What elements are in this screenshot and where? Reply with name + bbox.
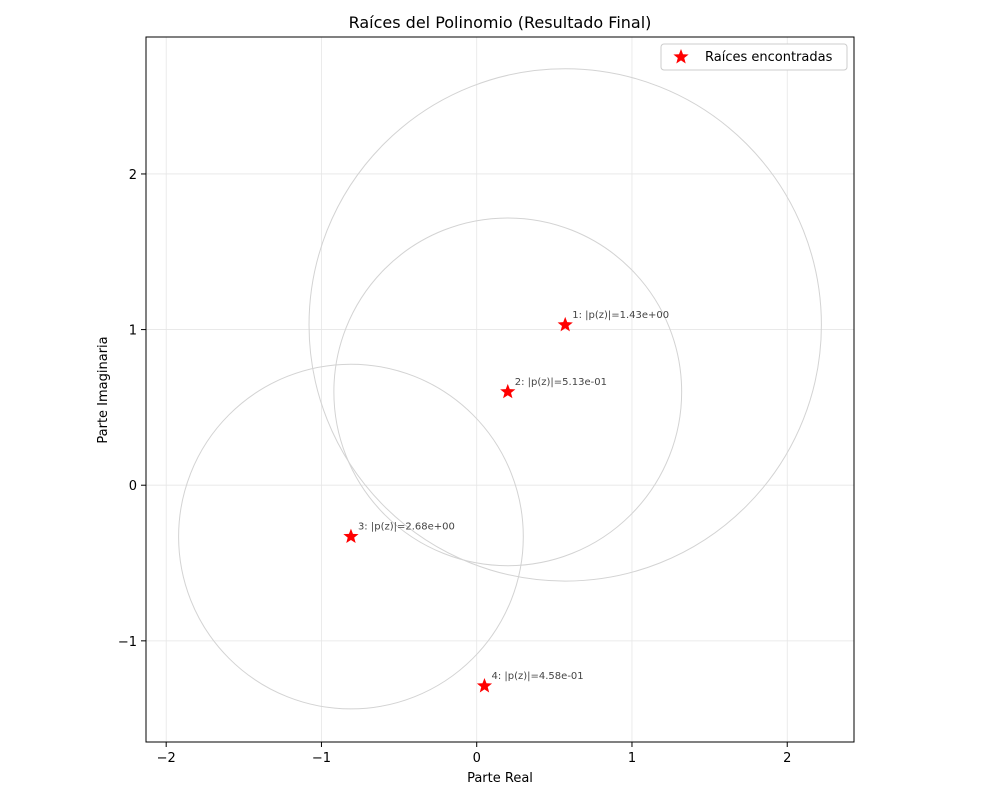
tick-layer: −2 −1 0 1 2 −1 0 1 2 (118, 168, 792, 766)
root-star-marker (343, 528, 359, 544)
legend-star-marker (673, 49, 689, 64)
y-tick-label: 2 (129, 168, 137, 183)
chart-title: Raíces del Polinomio (Resultado Final) (349, 13, 652, 32)
y-tick-label: 1 (129, 324, 137, 339)
legend-label: Raíces encontradas (705, 50, 833, 65)
y-tick-label: −1 (118, 635, 137, 650)
x-tick-label: 1 (628, 751, 636, 766)
circle-layer (178, 68, 822, 710)
x-tick-label: −1 (312, 751, 331, 766)
y-axis-label: Parte Imaginaria (96, 336, 111, 443)
root-annotation: 2: |p(z)|=5.13e-01 (515, 377, 607, 388)
plot-frame (145, 36, 855, 743)
annotation-layer: 1: |p(z)|=1.43e+00 2: |p(z)|=5.13e-01 3: |… (358, 310, 669, 682)
x-tick-label: 2 (783, 751, 791, 766)
x-tick-label: 0 (473, 751, 481, 766)
root-annotation: 3: |p(z)|=2.68e+00 (358, 522, 455, 533)
root-star-marker (557, 316, 573, 332)
root-star-marker (500, 383, 516, 399)
x-axis-label: Parte Real (467, 771, 533, 786)
bound-circle (178, 363, 524, 710)
root-annotation: 4: |p(z)|=4.58e-01 (491, 671, 583, 682)
point-layer (343, 316, 573, 693)
legend-box (660, 43, 848, 71)
root-star-marker (476, 677, 493, 693)
x-tick-label: −2 (157, 751, 176, 766)
bound-circle (333, 217, 683, 567)
root-annotation: 1: |p(z)|=1.43e+00 (572, 310, 669, 321)
y-tick-label: 0 (129, 479, 137, 494)
legend: Raíces encontradas (660, 43, 848, 71)
bound-circle (308, 68, 822, 582)
grid-layer (146, 37, 854, 742)
